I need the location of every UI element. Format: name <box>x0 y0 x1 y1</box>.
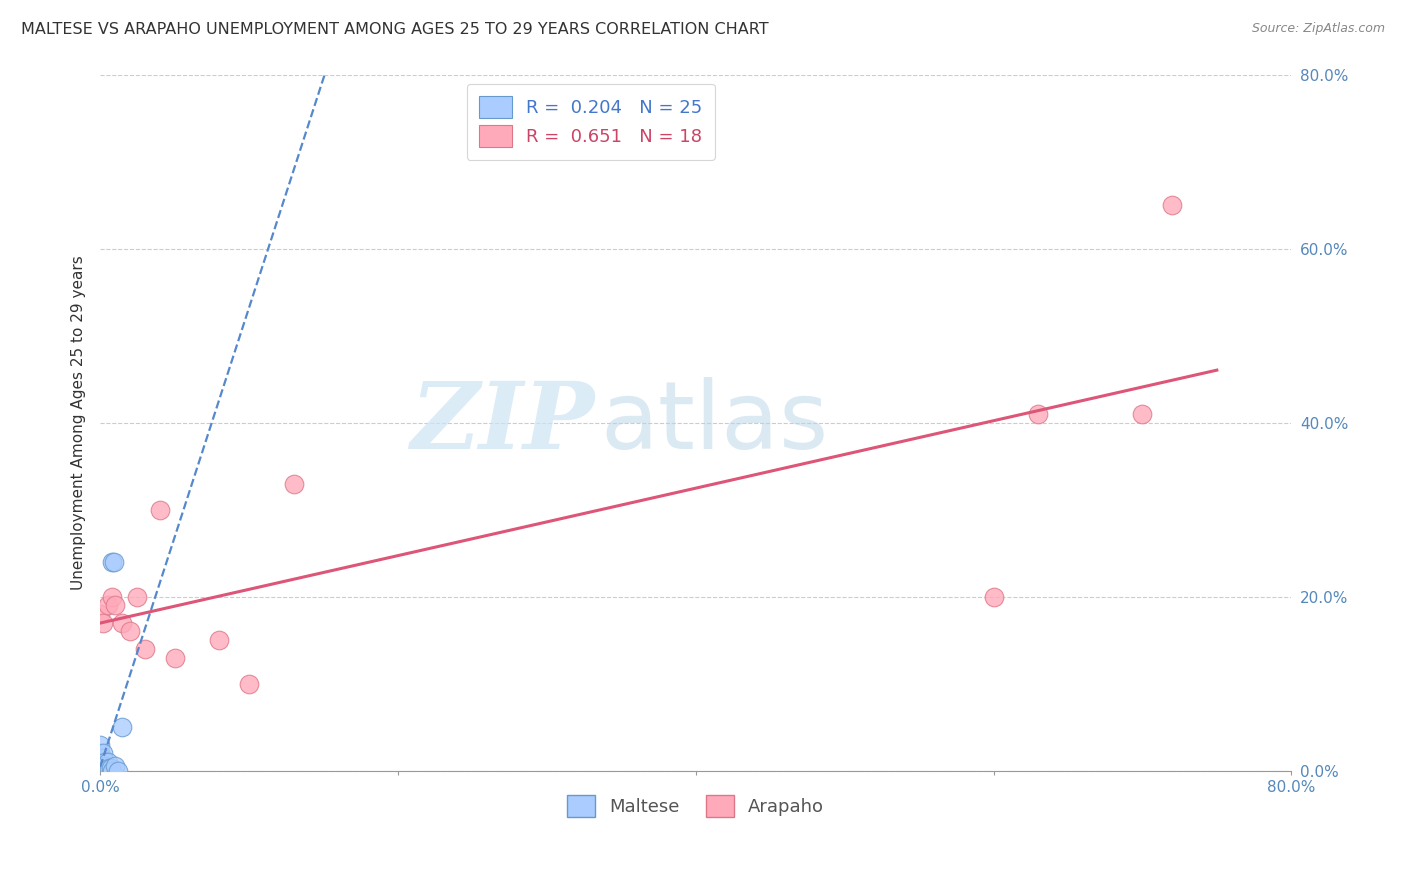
Text: MALTESE VS ARAPAHO UNEMPLOYMENT AMONG AGES 25 TO 29 YEARS CORRELATION CHART: MALTESE VS ARAPAHO UNEMPLOYMENT AMONG AG… <box>21 22 769 37</box>
Legend: Maltese, Arapaho: Maltese, Arapaho <box>560 788 831 824</box>
Point <box>97 761 120 775</box>
Point <box>91 746 114 760</box>
Text: Source: ZipAtlas.com: Source: ZipAtlas.com <box>1251 22 1385 36</box>
Point <box>101 555 124 569</box>
Point <box>89 607 111 621</box>
Point <box>91 615 114 630</box>
Point <box>111 615 134 630</box>
Point <box>89 764 111 778</box>
Point <box>103 555 125 569</box>
Point <box>107 764 129 778</box>
Point <box>104 599 127 613</box>
Point <box>97 599 120 613</box>
Point <box>1132 407 1154 421</box>
Point <box>89 759 111 773</box>
Point <box>238 676 260 690</box>
Text: atlas: atlas <box>600 376 828 468</box>
Point <box>90 764 112 778</box>
Point <box>90 759 112 773</box>
Point <box>101 764 124 778</box>
Point <box>208 633 231 648</box>
Y-axis label: Unemployment Among Ages 25 to 29 years: Unemployment Among Ages 25 to 29 years <box>72 255 86 590</box>
Point <box>283 476 305 491</box>
Point <box>127 590 149 604</box>
Point <box>983 590 1005 604</box>
Point <box>93 755 115 769</box>
Point <box>149 502 172 516</box>
Point <box>94 759 117 773</box>
Text: ZIP: ZIP <box>411 377 595 467</box>
Point <box>1161 198 1184 212</box>
Point <box>91 764 114 778</box>
Point <box>134 641 156 656</box>
Point <box>101 590 124 604</box>
Point <box>163 650 186 665</box>
Point <box>1026 407 1049 421</box>
Point <box>94 764 117 778</box>
Point <box>111 720 134 734</box>
Point <box>104 759 127 773</box>
Point <box>90 750 112 764</box>
Point <box>93 764 115 778</box>
Point <box>97 755 120 769</box>
Point <box>100 761 122 775</box>
Point <box>98 761 121 775</box>
Point <box>89 755 111 769</box>
Point <box>91 759 114 773</box>
Point <box>118 624 141 639</box>
Point <box>89 746 111 760</box>
Point <box>89 738 111 752</box>
